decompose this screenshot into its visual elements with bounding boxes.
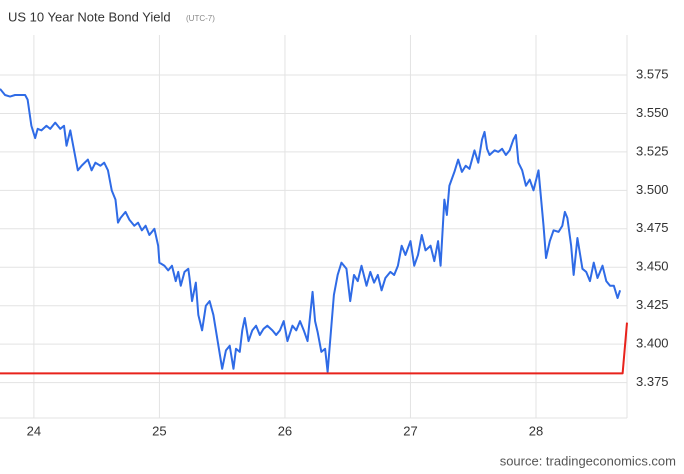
y-tick-label: 3.450: [636, 259, 669, 274]
chart-title: US 10 Year Note Bond Yield: [8, 9, 171, 24]
y-tick-label: 3.500: [636, 182, 669, 197]
series-line: [0, 322, 628, 375]
series-line: [0, 88, 622, 373]
x-tick-label: 24: [27, 423, 41, 438]
y-tick-label: 3.575: [636, 66, 669, 81]
y-tick-label: 3.525: [636, 143, 669, 158]
source: source: tradingeconomics.com: [500, 453, 676, 468]
chart-subtitle: (UTC-7): [186, 14, 215, 23]
y-tick-label: 3.425: [636, 297, 669, 312]
y-tick-label: 3.375: [636, 374, 669, 389]
x-tick-label: 26: [278, 423, 292, 438]
x-tick-label: 27: [403, 423, 417, 438]
x-tick-label: 28: [529, 423, 543, 438]
y-tick-label: 3.550: [636, 105, 669, 120]
y-tick-label: 3.475: [636, 220, 669, 235]
x-tick-label: 25: [152, 423, 166, 438]
y-tick-label: 3.400: [636, 336, 669, 351]
